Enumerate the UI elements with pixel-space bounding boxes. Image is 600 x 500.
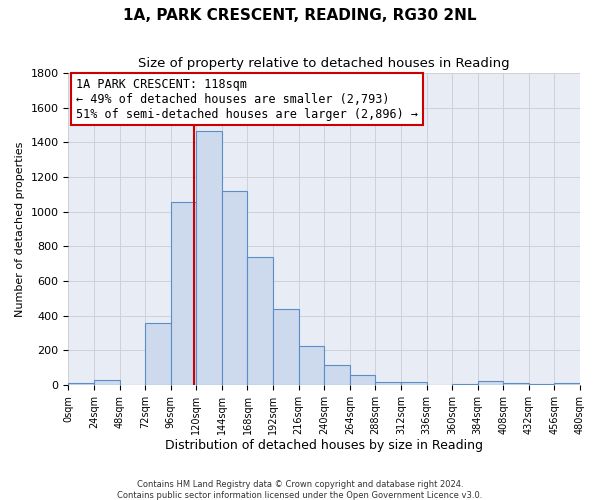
Bar — [196, 131, 222, 385]
X-axis label: Distribution of detached houses by size in Reading: Distribution of detached houses by size … — [165, 440, 483, 452]
Bar — [68, 383, 94, 385]
Bar — [401, 382, 427, 385]
Bar — [273, 308, 299, 385]
Title: Size of property relative to detached houses in Reading: Size of property relative to detached ho… — [139, 58, 510, 70]
Bar — [503, 383, 529, 385]
Bar — [222, 191, 247, 385]
Text: 1A, PARK CRESCENT, READING, RG30 2NL: 1A, PARK CRESCENT, READING, RG30 2NL — [123, 8, 477, 22]
Bar — [350, 376, 376, 385]
Text: 1A PARK CRESCENT: 118sqm
← 49% of detached houses are smaller (2,793)
51% of sem: 1A PARK CRESCENT: 118sqm ← 49% of detach… — [76, 78, 418, 120]
Bar — [324, 365, 350, 385]
Bar — [529, 384, 554, 385]
Bar — [171, 202, 196, 385]
Bar — [452, 384, 478, 385]
Bar — [376, 382, 401, 385]
Text: Contains HM Land Registry data © Crown copyright and database right 2024.
Contai: Contains HM Land Registry data © Crown c… — [118, 480, 482, 500]
Y-axis label: Number of detached properties: Number of detached properties — [15, 142, 25, 316]
Bar — [554, 383, 580, 385]
Bar — [247, 256, 273, 385]
Bar — [94, 380, 119, 385]
Bar — [299, 346, 324, 385]
Bar — [145, 324, 171, 385]
Bar — [478, 380, 503, 385]
